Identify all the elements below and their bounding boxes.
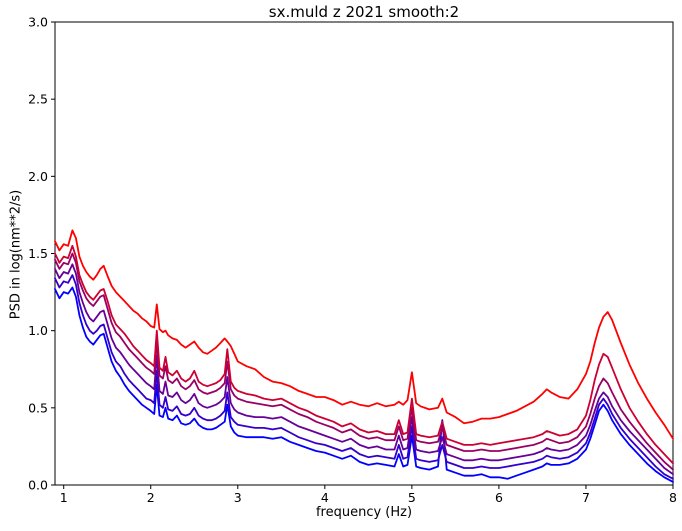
- x-tick-label: 3: [234, 490, 242, 505]
- y-tick-label: 2.5: [28, 92, 48, 107]
- plot-border: [54, 21, 674, 486]
- curve-series-5: [54, 274, 674, 480]
- x-tick-label: 8: [669, 490, 677, 505]
- x-tick-label: 6: [495, 490, 503, 505]
- x-tick-label: 2: [147, 490, 155, 505]
- curve-series-3: [54, 252, 674, 471]
- x-tick-label: 4: [321, 490, 329, 505]
- y-tick-label: 1.0: [28, 323, 48, 338]
- curve-series-6: [54, 286, 674, 483]
- chart-title: sx.muld z 2021 smooth:2: [268, 3, 460, 21]
- x-axis-label: frequency (Hz): [315, 505, 413, 520]
- curve-series-4: [54, 263, 674, 476]
- curve-series-2: [54, 244, 674, 465]
- y-tick-label: 0.5: [28, 400, 48, 415]
- y-tick-label: 1.5: [28, 246, 48, 261]
- y-tick-label: 2.0: [28, 169, 48, 184]
- x-tick-label: 7: [582, 490, 590, 505]
- x-tick-label: 5: [408, 490, 416, 505]
- y-tick-label: 0.0: [28, 478, 48, 493]
- x-tick-label: 1: [60, 490, 68, 505]
- y-tick-label: 3.0: [28, 15, 48, 30]
- curve-series-1: [54, 229, 674, 440]
